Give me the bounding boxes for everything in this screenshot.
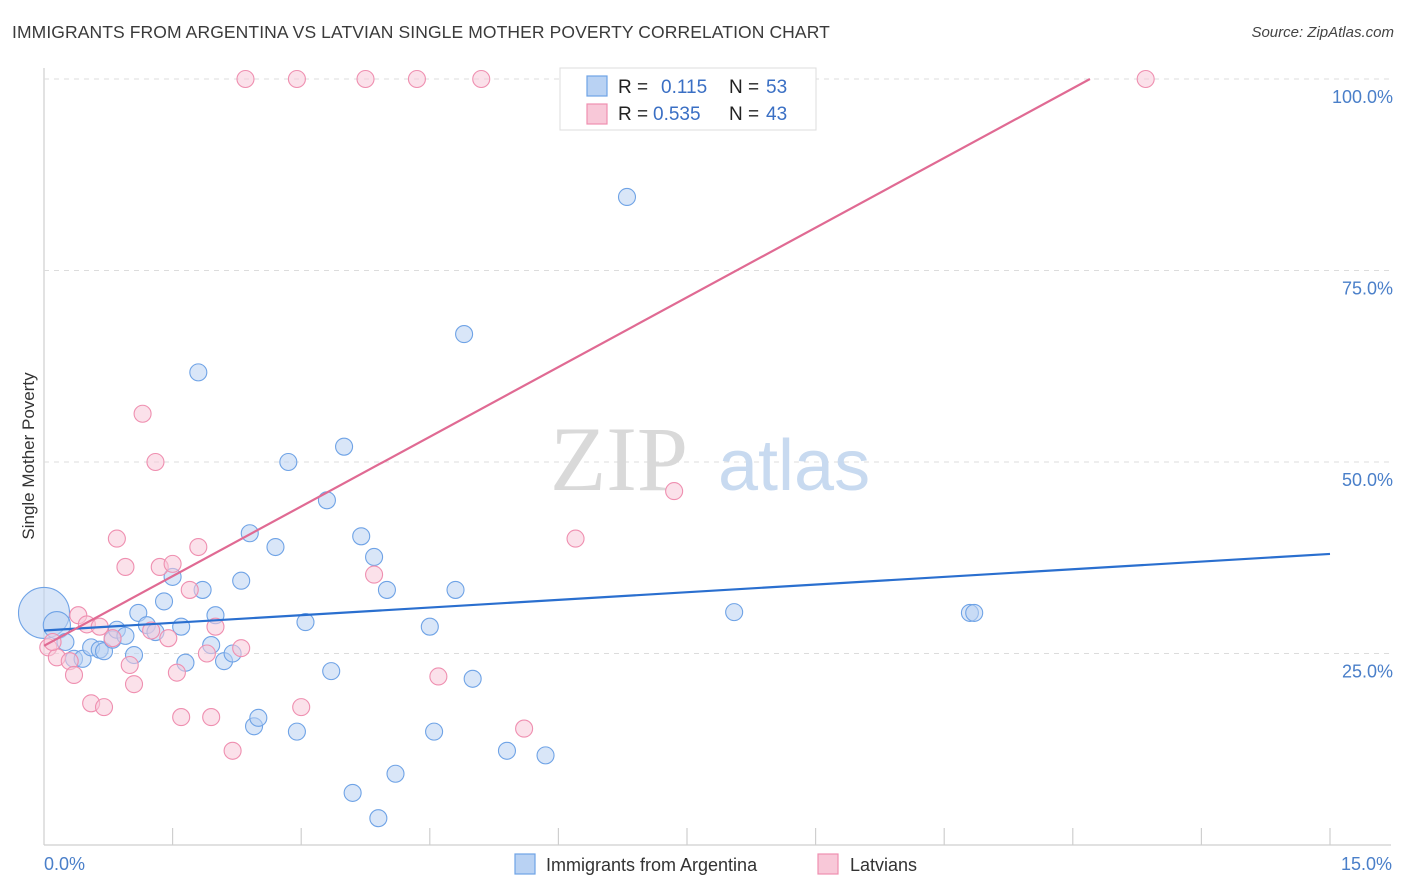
legend-r-label-2: R = [618, 104, 648, 125]
trend-lines [43, 78, 1331, 647]
latvians-point-28 [232, 639, 251, 658]
series-argentina-points [17, 187, 984, 828]
source-label: Source: ZipAtlas.com [1251, 24, 1394, 41]
latvians-trend-line [43, 78, 1091, 647]
legend-r-value-2: 0.535 [653, 104, 701, 125]
watermark-zip: ZIP [550, 408, 688, 510]
y-tick-label-25: 25.0% [1342, 662, 1393, 682]
latvians-point-27 [223, 741, 242, 760]
argentina-point-45 [455, 325, 474, 344]
latvians-point-35 [429, 667, 448, 686]
latvians-point-24 [197, 644, 216, 663]
latvians-point-41 [1136, 69, 1155, 89]
latvians-point-14 [133, 404, 152, 423]
legend-n-value-1: 53 [766, 77, 787, 98]
latvians-point-26 [206, 617, 225, 636]
argentina-point-37 [352, 527, 371, 546]
argentina-point-48 [536, 746, 555, 765]
argentina-point-33 [317, 491, 336, 510]
latvians-point-3 [64, 665, 84, 684]
latvians-point-32 [356, 69, 375, 89]
latvians-point-18 [159, 629, 178, 648]
latvians-point-11 [116, 557, 135, 576]
latvians-point-15 [142, 621, 161, 640]
bottom-legend-swatch-argentina [514, 853, 536, 875]
argentina-point-15 [154, 592, 174, 611]
bottom-legend-label-latvians: Latvians [850, 855, 917, 875]
bottom-legend-label-argentina: Immigrants from Argentina [546, 855, 758, 875]
argentina-point-42 [420, 617, 439, 636]
latvians-point-19 [163, 554, 182, 573]
argentina-point-25 [232, 571, 251, 590]
argentina-point-46 [463, 669, 482, 688]
argentina-point-19 [189, 363, 208, 382]
legend-r-label-1: R = [618, 77, 648, 98]
latvians-point-23 [189, 537, 208, 557]
legend-n-value-2: 43 [766, 104, 787, 125]
latvians-point-38 [566, 529, 585, 548]
latvians-point-8 [94, 698, 114, 717]
chart-title: IMMIGRANTS FROM ARGENTINA VS LATVIAN SIN… [12, 22, 830, 42]
latvians-point-13 [124, 675, 144, 694]
argentina-point-49 [617, 187, 637, 207]
latvians-point-34 [407, 69, 426, 89]
legend-r-value-1: 0.115 [661, 77, 707, 98]
watermark-atlas: atlas [718, 426, 870, 506]
latvians-point-40 [665, 482, 684, 501]
argentina-point-50 [725, 603, 744, 622]
latvians-point-12 [120, 655, 139, 675]
y-tick-labels: 25.0% 50.0% 75.0% 100.0% [1332, 87, 1393, 682]
latvians-point-10 [107, 529, 126, 548]
argentina-point-44 [446, 580, 465, 599]
argentina-point-40 [377, 580, 396, 599]
x-tick-label-max: 15.0% [1341, 854, 1392, 874]
argentina-trend-line [43, 552, 1331, 632]
argentina-point-32 [296, 613, 315, 632]
argentina-point-39 [369, 809, 388, 828]
y-tick-label-50: 50.0% [1342, 470, 1393, 490]
x-tick-label-min: 0.0% [44, 854, 85, 874]
gridlines [44, 78, 1392, 654]
latvians-point-21 [172, 708, 191, 727]
latvians-point-33 [365, 565, 384, 584]
argentina-point-12 [129, 603, 148, 622]
latvians-point-36 [472, 69, 491, 89]
argentina-point-29 [266, 537, 285, 557]
bottom-legend: Immigrants from Argentina Latvians [514, 853, 917, 875]
argentina-point-35 [335, 437, 354, 456]
argentina-point-28 [249, 708, 268, 727]
latvians-point-37 [515, 719, 534, 738]
x-axis-ticks [172, 828, 1331, 845]
argentina-point-41 [386, 764, 405, 783]
legend-n-label-2: N = [729, 104, 759, 125]
legend-box: R = 0.115 N = 53 R = 0.535 N = 43 [559, 67, 817, 131]
y-tick-label-75: 75.0% [1342, 279, 1393, 299]
argentina-point-38 [365, 547, 384, 567]
latvians-point-22 [180, 580, 199, 599]
argentina-point-36 [343, 783, 362, 802]
argentina-point-31 [287, 722, 306, 741]
latvians-point-25 [202, 708, 221, 727]
legend-swatch-argentina [586, 75, 608, 97]
argentina-point-47 [497, 741, 517, 760]
y-axis-label: Single Mother Poverty [19, 372, 38, 540]
legend-n-label-1: N = [729, 77, 759, 98]
latvians-point-16 [146, 452, 165, 472]
latvians-point-20 [167, 663, 186, 682]
latvians-point-31 [292, 698, 311, 717]
legend-swatch-latvians [586, 103, 608, 125]
argentina-point-34 [322, 662, 341, 681]
latvians-point-30 [287, 69, 306, 89]
argentina-point-52 [965, 603, 984, 622]
bottom-legend-swatch-latvians [817, 853, 839, 875]
y-tick-label-100: 100.0% [1332, 87, 1393, 107]
argentina-point-43 [425, 722, 444, 741]
latvians-point-29 [236, 69, 255, 89]
latvians-point-9 [103, 629, 122, 648]
argentina-point-30 [279, 452, 298, 472]
